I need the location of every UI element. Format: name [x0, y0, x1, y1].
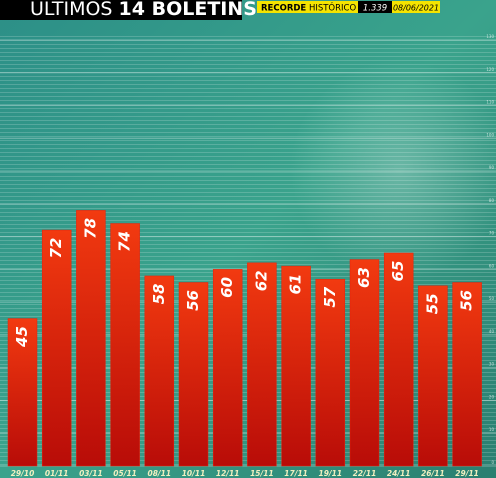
bar	[7, 318, 38, 467]
data-label: 57	[321, 286, 339, 307]
x-tick-label: 26/11	[421, 469, 445, 478]
y-tick-label: 50	[489, 296, 495, 301]
y-tick-label: 100	[486, 132, 494, 137]
x-tick-label: 29/11	[455, 469, 479, 478]
bar	[76, 210, 106, 467]
y-tick-label: 130	[486, 34, 494, 39]
data-label: 72	[47, 238, 65, 259]
bar	[144, 275, 175, 467]
bar	[452, 282, 482, 467]
bar	[41, 229, 72, 467]
y-tick-label: 20	[489, 394, 495, 399]
x-tick-label: 12/11	[216, 469, 240, 478]
data-label: 61	[287, 274, 305, 295]
x-tick-label: 29/10	[11, 469, 35, 478]
y-tick-label: 110	[486, 100, 494, 105]
record-value: 1.339	[363, 4, 387, 14]
y-tick-label: 90	[489, 165, 495, 170]
bar	[110, 223, 140, 467]
y-tick-label: 10	[489, 427, 495, 432]
y-tick-label: 40	[489, 329, 495, 334]
data-label: 62	[252, 270, 270, 291]
x-tick-label: 08/11	[147, 469, 171, 478]
y-tick-label: 0	[491, 460, 494, 465]
record-box	[257, 1, 358, 13]
data-label: 56	[458, 290, 476, 311]
data-label: 60	[218, 277, 236, 298]
y-tick-label: 120	[486, 67, 494, 72]
data-label: 74	[116, 231, 134, 252]
bar	[212, 269, 243, 467]
y-tick-label: 80	[489, 198, 495, 203]
x-tick-label: 15/11	[250, 469, 274, 478]
bar	[349, 259, 380, 467]
record-date: 08/06/2021	[393, 4, 439, 13]
data-label: 58	[150, 284, 168, 305]
x-tick-label: 22/11	[353, 469, 377, 478]
data-label: 63	[355, 267, 373, 288]
bar	[178, 282, 209, 467]
x-tick-label: 24/11	[387, 469, 411, 478]
bar	[383, 252, 414, 467]
record-label: RECORDE HISTÓRICO	[261, 2, 356, 14]
data-label: 65	[389, 261, 407, 282]
x-tick-label: 17/11	[284, 469, 308, 478]
x-tick-label: 19/11	[318, 469, 342, 478]
data-label: 78	[81, 218, 99, 239]
y-tick-label: 60	[489, 263, 495, 268]
title-box	[0, 0, 242, 20]
y-tick-label: 30	[489, 362, 495, 367]
data-label: 55	[423, 293, 441, 314]
bar	[281, 265, 311, 467]
bar	[418, 285, 448, 467]
data-label: 45	[13, 326, 31, 348]
x-tick-label: 05/11	[113, 469, 137, 478]
x-tick-label: 01/11	[45, 469, 69, 478]
data-label: 56	[184, 290, 202, 311]
chart-title: ÚLTIMOS 14 BOLETINS	[30, 0, 257, 20]
y-tick-label: 70	[489, 231, 495, 236]
x-tick-label: 10/11	[182, 469, 206, 478]
record-date-box	[392, 1, 440, 13]
bar	[247, 262, 277, 467]
bar	[315, 278, 346, 467]
record-value-box	[358, 1, 392, 13]
x-tick-label: 03/11	[79, 469, 103, 478]
